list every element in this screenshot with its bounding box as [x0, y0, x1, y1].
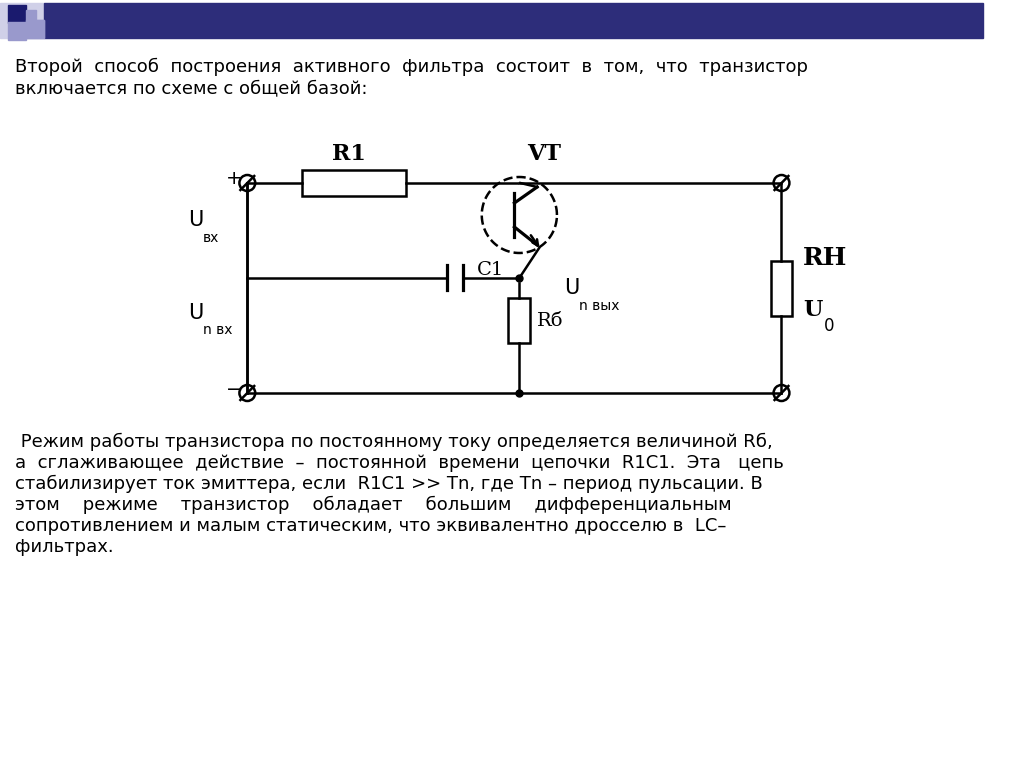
Text: n вых: n вых — [579, 299, 620, 313]
Text: Режим работы транзистора по постоянному току определяется величиной Rб,
а  сглаж: Режим работы транзистора по постоянному … — [14, 433, 783, 556]
Text: C1: C1 — [477, 261, 504, 279]
Bar — [8, 5, 26, 23]
Text: n вх: n вх — [203, 323, 232, 337]
Bar — [0, 3, 44, 38]
Text: U: U — [564, 278, 580, 298]
Text: −: − — [225, 379, 242, 399]
Text: U: U — [188, 210, 204, 230]
Bar — [26, 20, 44, 38]
Text: U: U — [803, 299, 822, 321]
Bar — [509, 298, 530, 343]
Text: 0: 0 — [824, 317, 835, 335]
Bar — [8, 22, 26, 40]
Bar — [44, 3, 983, 38]
Text: U: U — [188, 303, 204, 323]
Bar — [302, 170, 406, 196]
Text: Rб: Rб — [538, 312, 563, 329]
Text: вх: вх — [203, 231, 219, 246]
Bar — [26, 20, 44, 38]
Text: RH: RH — [803, 246, 848, 270]
Bar — [26, 10, 36, 20]
Text: R1: R1 — [332, 143, 366, 165]
Text: Второй  способ  построения  активного  фильтра  состоит  в  том,  что  транзисто: Второй способ построения активного фильт… — [14, 58, 808, 97]
Text: +: + — [225, 170, 242, 188]
Text: VT: VT — [527, 143, 561, 165]
Bar — [771, 260, 793, 316]
